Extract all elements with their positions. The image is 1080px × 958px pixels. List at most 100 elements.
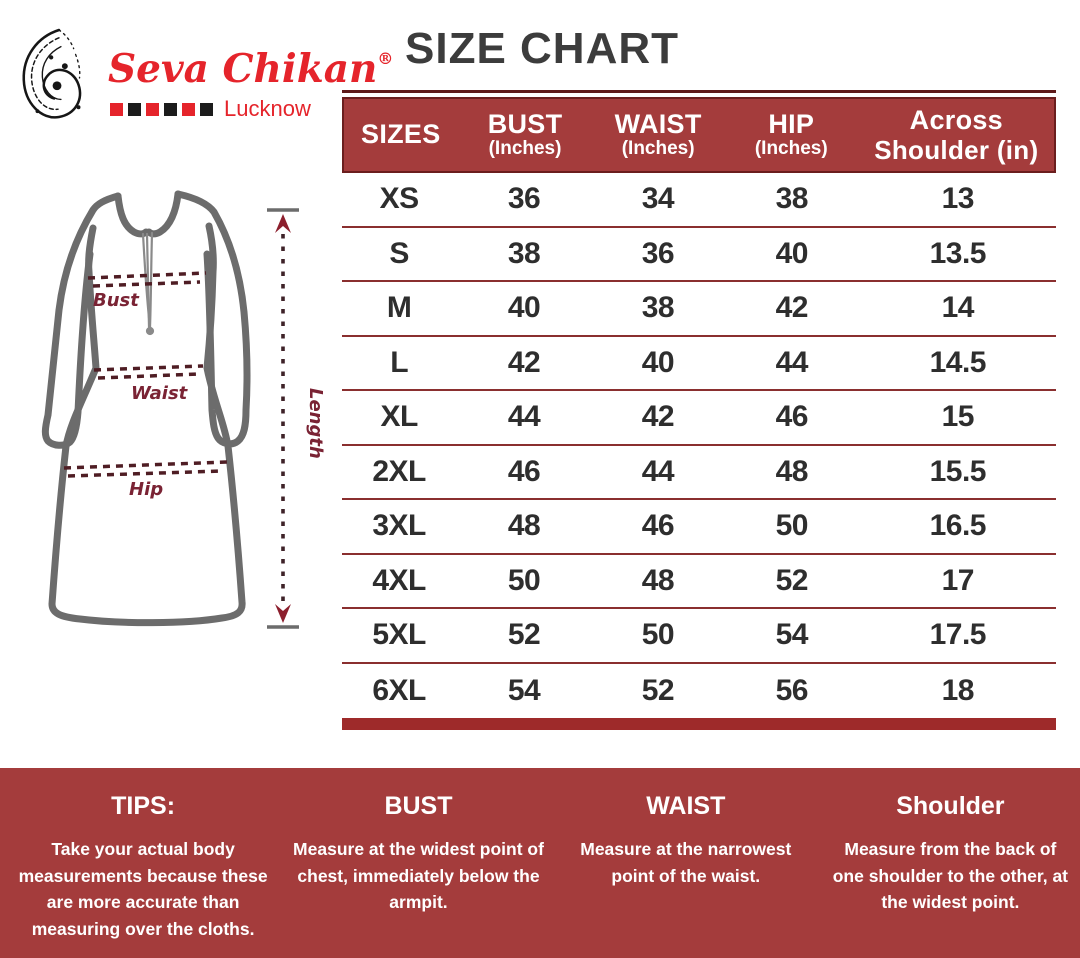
table-cell-waist: 44	[641, 454, 675, 488]
table-cell-bust: 52	[507, 618, 541, 652]
table-cell-hip: 50	[775, 509, 809, 543]
tips-heading: TIPS:	[111, 792, 176, 820]
logo-square	[164, 102, 177, 116]
table-cell-shoulder: 15.5	[929, 454, 987, 488]
hip-label: Hip	[129, 479, 163, 500]
bust-tip-body: Measure at the widest point of chest, im…	[293, 839, 544, 913]
table-row: 3XL 48 46 50 16.5	[342, 500, 1056, 555]
brand-text: Seva Chikan® Lucknow	[108, 50, 393, 120]
logo-square	[182, 102, 195, 116]
table-cell-size: M	[386, 291, 412, 325]
garment-diagram: Bust Waist Hip Length	[41, 190, 326, 629]
bust-label: Bust	[93, 290, 140, 311]
waist-label: Waist	[131, 383, 189, 404]
header-line1: Across	[909, 105, 1004, 136]
table-cell-size: 5XL	[372, 618, 426, 652]
header-line2: (Inches)	[754, 138, 828, 160]
hip-line-icon	[67, 469, 223, 478]
table-cell-size: XL	[380, 400, 418, 434]
table-cell-hip: 54	[775, 618, 809, 652]
table-cell-hip: 46	[775, 400, 809, 434]
table-cell-size: L	[390, 345, 409, 379]
brand-name: Seva Chikan®	[108, 50, 393, 89]
table-cell-size: S	[389, 236, 409, 270]
table-cell-waist: 50	[641, 618, 675, 652]
table-cell-waist: 40	[641, 345, 675, 379]
table-cell-hip: 42	[775, 291, 809, 325]
table-row: 4XL 50 48 52 17	[342, 555, 1056, 609]
table-cell-bust: 40	[507, 291, 541, 325]
table-cell-bust: 48	[507, 509, 541, 543]
table-row: XL 44 42 46 15	[342, 391, 1056, 446]
table-bottom-rule	[342, 718, 1056, 730]
table-cell-hip: 56	[775, 673, 809, 707]
waist-tip-heading: WAIST	[646, 792, 726, 820]
header-line2: Shoulder (in)	[874, 134, 1039, 165]
page-title: SIZE CHART	[405, 24, 679, 73]
tips-body: Take your actual body measurements becau…	[18, 839, 268, 939]
table-cell-size: 6XL	[372, 673, 426, 707]
shoulder-tip-column: Shoulder Measure from the back of one sh…	[821, 768, 1080, 958]
header-line1: HIP	[768, 109, 815, 140]
brand-city: Lucknow	[224, 96, 311, 121]
table-cell-shoulder: 15	[941, 400, 975, 434]
kurti-outline-icon	[41, 190, 251, 627]
logo-square	[200, 102, 213, 116]
header-bust: BUST (Inches)	[458, 109, 593, 160]
table-cell-hip: 44	[775, 345, 809, 379]
header-line1: WAIST	[614, 109, 702, 140]
measure-lines	[63, 271, 228, 478]
bust-line-icon	[87, 271, 207, 280]
table-cell-bust: 46	[507, 454, 541, 488]
table-cell-waist: 38	[641, 291, 675, 325]
table-cell-shoulder: 14.5	[929, 345, 987, 379]
waist-tip-body: Measure at the narrowest point of the wa…	[580, 839, 792, 886]
table-cell-shoulder: 18	[941, 673, 975, 707]
logo-square	[146, 102, 159, 116]
logo-square	[128, 102, 141, 116]
table-cell-hip: 48	[775, 454, 809, 488]
table-cell-bust: 50	[507, 563, 541, 597]
logo-square	[110, 102, 123, 116]
table-row: 6XL 54 52 56 18	[342, 664, 1056, 719]
table-row: L 42 40 44 14.5	[342, 337, 1056, 391]
table-row: 2XL 46 44 48 15.5	[342, 446, 1056, 500]
waist-line-icon	[93, 364, 204, 372]
header-line1: SIZES	[361, 119, 441, 150]
waist-tip-column: WAIST Measure at the narrowest point of …	[551, 768, 821, 958]
header-line2: (Inches)	[621, 138, 695, 160]
length-arrow-icon	[267, 208, 299, 629]
table-row: M 40 38 42 14	[342, 282, 1056, 337]
table-row: XS 36 34 38 13	[342, 173, 1056, 228]
brand-subline: Lucknow	[110, 98, 393, 120]
table-cell-shoulder: 13	[941, 182, 975, 216]
table-cell-size: 3XL	[372, 509, 426, 543]
brand-name-text: Seva Chikan	[108, 46, 378, 92]
table-cell-size: XS	[379, 182, 420, 216]
table-cell-shoulder: 13.5	[929, 236, 987, 270]
table-cell-hip: 40	[775, 236, 809, 270]
bust-line-icon	[92, 280, 201, 288]
bust-tip-column: BUST Measure at the widest point of ches…	[286, 768, 551, 958]
table-cell-size: 4XL	[372, 563, 426, 597]
table-cell-shoulder: 17	[941, 563, 975, 597]
header-sizes: SIZES	[344, 120, 458, 149]
tips-banner: TIPS: Take your actual body measurements…	[0, 768, 1080, 958]
hip-line-icon	[63, 460, 228, 470]
table-cell-waist: 42	[641, 400, 675, 434]
shoulder-tip-heading: Shoulder	[896, 792, 1005, 820]
brand-logo: Seva Chikan® Lucknow	[14, 24, 393, 124]
table-header-row: SIZES BUST (Inches) WAIST (Inches) HIP (…	[342, 97, 1056, 173]
registered-mark: ®	[377, 49, 394, 68]
shoulder-tip-body: Measure from the back of one shoulder to…	[832, 839, 1069, 913]
table-cell-waist: 34	[641, 182, 675, 216]
table-cell-size: 2XL	[372, 454, 426, 488]
table-cell-hip: 38	[775, 182, 809, 216]
table-row: 5XL 52 50 54 17.5	[342, 609, 1056, 664]
bust-tip-heading: BUST	[384, 792, 453, 820]
table-cell-waist: 48	[641, 563, 675, 597]
header-line2: (Inches)	[488, 138, 562, 160]
table-cell-shoulder: 17.5	[929, 618, 987, 652]
table-cell-hip: 52	[775, 563, 809, 597]
